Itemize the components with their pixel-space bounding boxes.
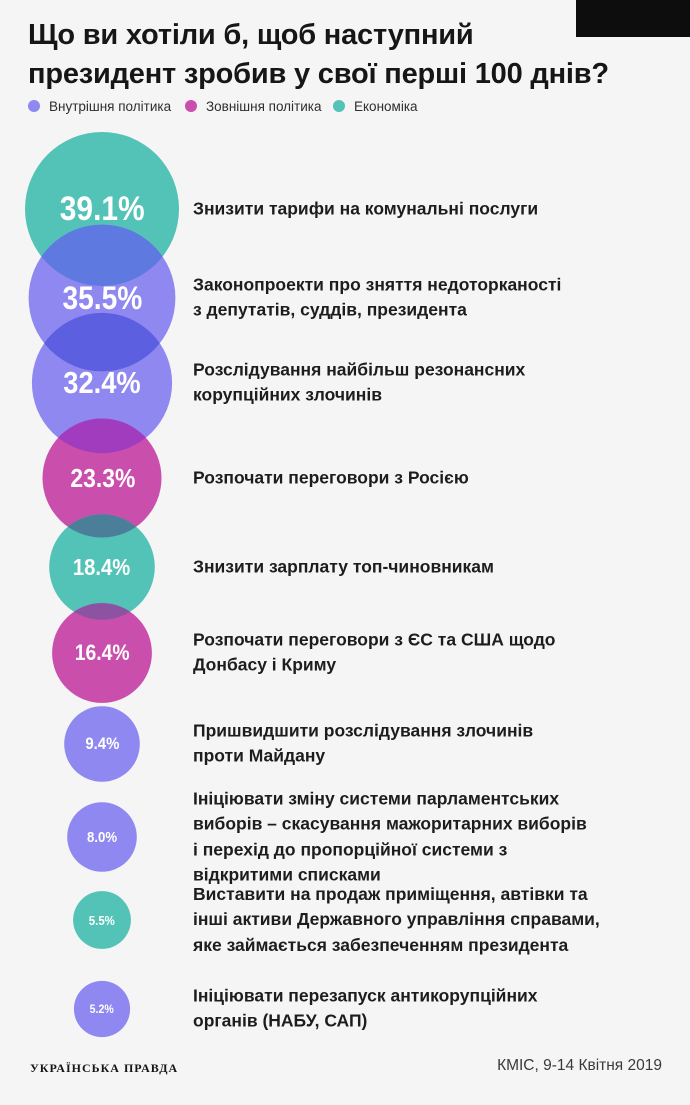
bubble-circle: [52, 603, 152, 703]
bubble-circle: [73, 891, 131, 949]
publisher-logo: УКРАЇНСЬКА ПРАВДА: [30, 1061, 179, 1075]
bubble-circle: [64, 706, 140, 782]
bubble-item-label: Знизити зарплату топ-чиновникам: [193, 556, 494, 577]
legend-item-external-politics: Зовнішня політика: [185, 98, 321, 114]
bubble-overlap-lens: [31, 312, 173, 372]
legend-label: Економіка: [354, 98, 418, 114]
bubble-item-label: Законопроекти про зняття недоторканості …: [193, 274, 562, 320]
legend-dot-internal-icon: [28, 100, 40, 112]
bubble-item-label: Ініціювати перезапуск антикорупційних ор…: [193, 985, 538, 1031]
bubble-item-label: Розпочати переговори з ЄС та США щодо До…: [193, 629, 556, 675]
legend-label: Зовнішня політика: [206, 98, 322, 114]
legend-item-economy: Економіка: [333, 98, 418, 114]
bubble-circle: [49, 514, 155, 620]
bubble-circle: [73, 980, 131, 1038]
legend: Внутрішня політика Зовнішня політика Еко…: [0, 98, 690, 114]
bubble-circle: [42, 418, 162, 538]
bubble-circle: [67, 802, 137, 872]
legend-dot-external-icon: [185, 100, 197, 112]
bubble-item-label: Розпочати переговори з Росією: [193, 467, 469, 488]
legend-item-internal-politics: Внутрішня політика: [28, 98, 171, 114]
bubble-item-label: Ініціювати зміну системи парламентських …: [193, 788, 587, 885]
bubble-item-label: Знизити тарифи на комунальні послуги: [193, 198, 539, 219]
bubble-item-label: Розслідування найбільш резонансних коруп…: [193, 359, 526, 405]
legend-dot-economy-icon: [333, 100, 345, 112]
brand-corner-mark: [576, 0, 690, 37]
bubble-item-label: Пришвидшити розслідування злочинів проти…: [193, 720, 534, 766]
bubble-item-label: Виставити на продаж приміщення, автівки …: [193, 883, 600, 955]
source-caption: КМІС, 9-14 Квітня 2019: [497, 1057, 662, 1074]
bubble-overlap-lens: [28, 224, 176, 286]
legend-label: Внутрішня політика: [49, 98, 172, 114]
page-title: Що ви хотіли б, щоб наступний президент …: [28, 19, 609, 90]
